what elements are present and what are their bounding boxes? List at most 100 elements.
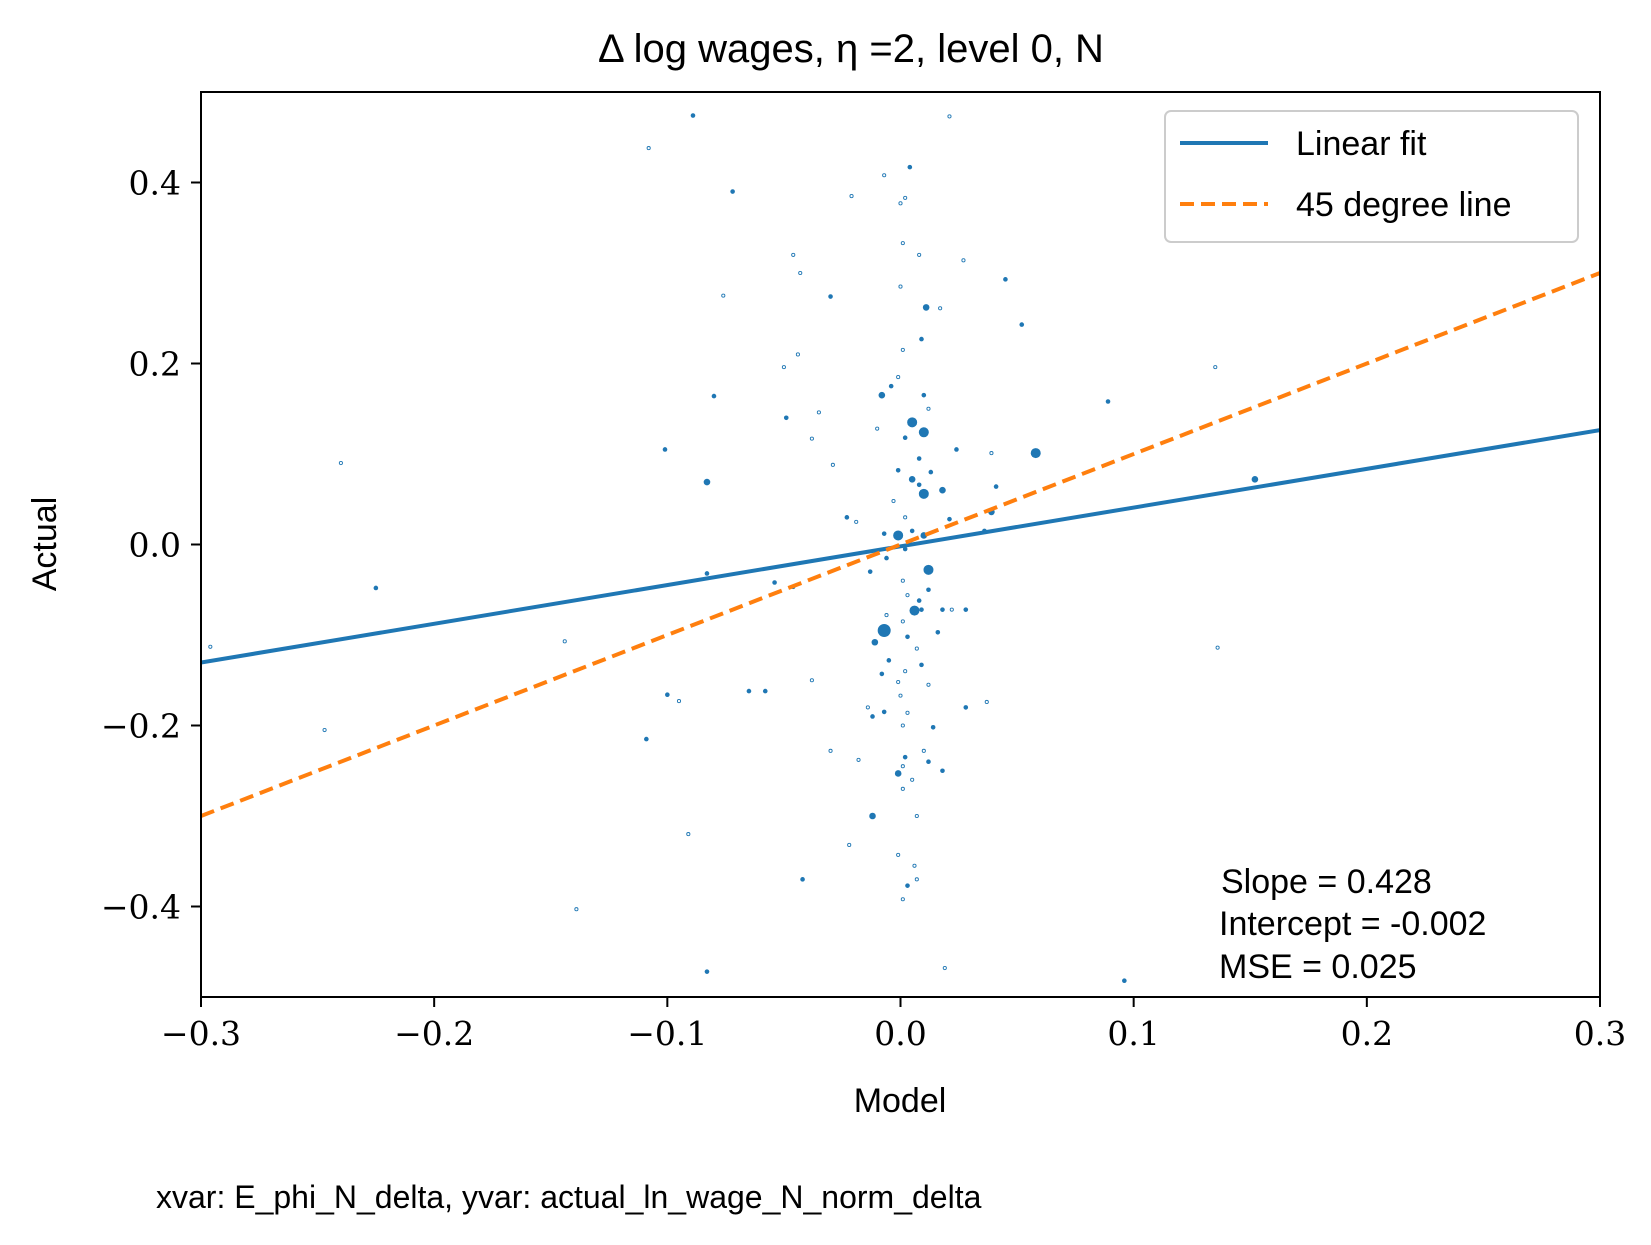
scatter-point-114: [644, 736, 649, 742]
scatter-point-90: [208, 644, 213, 649]
scatter-point-112: [930, 725, 936, 730]
scatter-point-68: [867, 569, 873, 574]
scatter-point-6: [849, 194, 854, 199]
scatter-point-136: [704, 969, 710, 974]
x-tick-label-0: −0.3: [161, 1014, 241, 1053]
scatter-point-89: [562, 639, 567, 644]
scatter-point-129: [896, 852, 901, 857]
scatter-point-25: [1213, 365, 1218, 370]
scatter-point-131: [800, 877, 805, 882]
legend: Linear fit 45 degree line: [1164, 110, 1579, 243]
scatter-point-92: [914, 646, 919, 651]
scatter-point-1: [947, 114, 952, 119]
scatter-point-125: [869, 812, 876, 820]
scatter-point-14: [1003, 277, 1008, 282]
scatter-point-135: [574, 907, 579, 912]
scatter-point-23: [795, 352, 800, 357]
scatter-point-16: [828, 294, 833, 299]
scatter-point-102: [665, 692, 670, 698]
scatter-points: [208, 113, 1259, 984]
scatter-point-98: [896, 680, 901, 685]
scatter-point-62: [893, 530, 904, 541]
line-45-degree-line: [201, 271, 1600, 818]
scatter-point-12: [961, 258, 966, 263]
scatter-point-36: [918, 427, 929, 438]
scatter-point-35: [907, 417, 918, 428]
scatter-point-59: [947, 516, 952, 522]
scatter-point-70: [704, 571, 710, 576]
scatter-point-9: [900, 241, 905, 246]
x-axis-ticks: −0.3 −0.2 −0.1 0.0 0.1 0.2 0.3: [161, 997, 1626, 1053]
scatter-point-118: [856, 757, 861, 762]
y-tick-label-0: 0.4: [129, 164, 181, 203]
scatter-point-33: [816, 410, 821, 415]
scatter-point-113: [322, 727, 327, 733]
stat-intercept: Intercept = -0.002: [1219, 905, 1486, 943]
scatter-point-71: [900, 578, 905, 583]
scatter-point-13: [798, 270, 803, 276]
scatter-point-86: [935, 629, 941, 635]
scatter-point-124: [900, 786, 905, 791]
fit-statistics: Slope = 0.428 Intercept = -0.002 MSE = 0…: [1219, 863, 1486, 986]
scatter-point-122: [940, 768, 945, 774]
legend-label-45-degree-line: 45 degree line: [1296, 186, 1512, 224]
scatter-point-21: [919, 336, 924, 342]
legend-box: [1164, 110, 1579, 243]
scatter-point-72: [772, 580, 777, 585]
scatter-point-49: [908, 476, 916, 483]
scatter-point-10: [791, 252, 796, 257]
scatter-point-132: [914, 877, 919, 882]
scatter-point-24: [781, 365, 786, 370]
x-tick-label-3: 0.0: [874, 1014, 926, 1053]
scatter-point-47: [928, 469, 934, 475]
scatter-point-5: [730, 189, 735, 194]
scatter-point-3: [907, 164, 913, 170]
scatter-point-69: [923, 564, 934, 575]
scatter-point-107: [865, 705, 870, 710]
scatter-point-52: [918, 488, 929, 499]
scatter-point-0: [690, 113, 696, 118]
scatter-point-15: [721, 293, 726, 298]
y-tick-label-4: −0.4: [101, 888, 181, 927]
stat-mse: MSE = 0.025: [1219, 948, 1417, 986]
scatter-point-109: [905, 710, 910, 715]
scatter-point-96: [879, 671, 885, 677]
fit-lines: [201, 271, 1600, 818]
y-tick-label-1: 0.2: [129, 345, 181, 384]
x-tick-label-2: −0.1: [627, 1014, 707, 1053]
scatter-point-105: [984, 699, 989, 705]
scatter-point-126: [914, 813, 919, 819]
scatter-point-57: [903, 515, 908, 520]
y-tick-label-2: 0.0: [129, 526, 181, 565]
scatter-point-137: [942, 965, 947, 971]
scatter-point-26: [896, 375, 901, 380]
scatter-point-37: [809, 436, 814, 441]
scatter-point-106: [963, 705, 969, 710]
scatter-point-110: [870, 714, 875, 719]
scatter-point-30: [921, 392, 927, 398]
footer-caption: xvar: E_phi_N_delta, yvar: actual_ln_wag…: [156, 1179, 982, 1215]
scatter-point-64: [881, 531, 887, 536]
scatter-point-78: [919, 607, 924, 612]
scatter-point-19: [938, 306, 943, 311]
scatter-point-139: [338, 460, 343, 466]
scatter-point-108: [881, 709, 887, 715]
scatter-point-2: [646, 146, 651, 151]
stat-slope: Slope = 0.428: [1221, 863, 1432, 901]
line-linear-fit: [201, 428, 1600, 665]
x-tick-label-1: −0.2: [394, 1014, 474, 1053]
x-tick-label-6: 0.3: [1574, 1014, 1626, 1053]
scatter-point-94: [919, 662, 924, 668]
scatter-point-76: [905, 593, 910, 598]
scatter-point-100: [746, 688, 752, 694]
chart-title: Δ log wages, η =2, level 0, N: [598, 27, 1104, 71]
y-tick-label-3: −0.2: [101, 707, 181, 746]
scatter-point-117: [902, 754, 908, 760]
x-axis-label: Model: [854, 1082, 947, 1120]
legend-label-linear-fit: Linear fit: [1296, 125, 1427, 163]
scatter-point-58: [844, 515, 850, 520]
scatter-point-130: [912, 863, 917, 868]
scatter-point-31: [1105, 399, 1111, 404]
scatter-point-103: [898, 693, 903, 698]
